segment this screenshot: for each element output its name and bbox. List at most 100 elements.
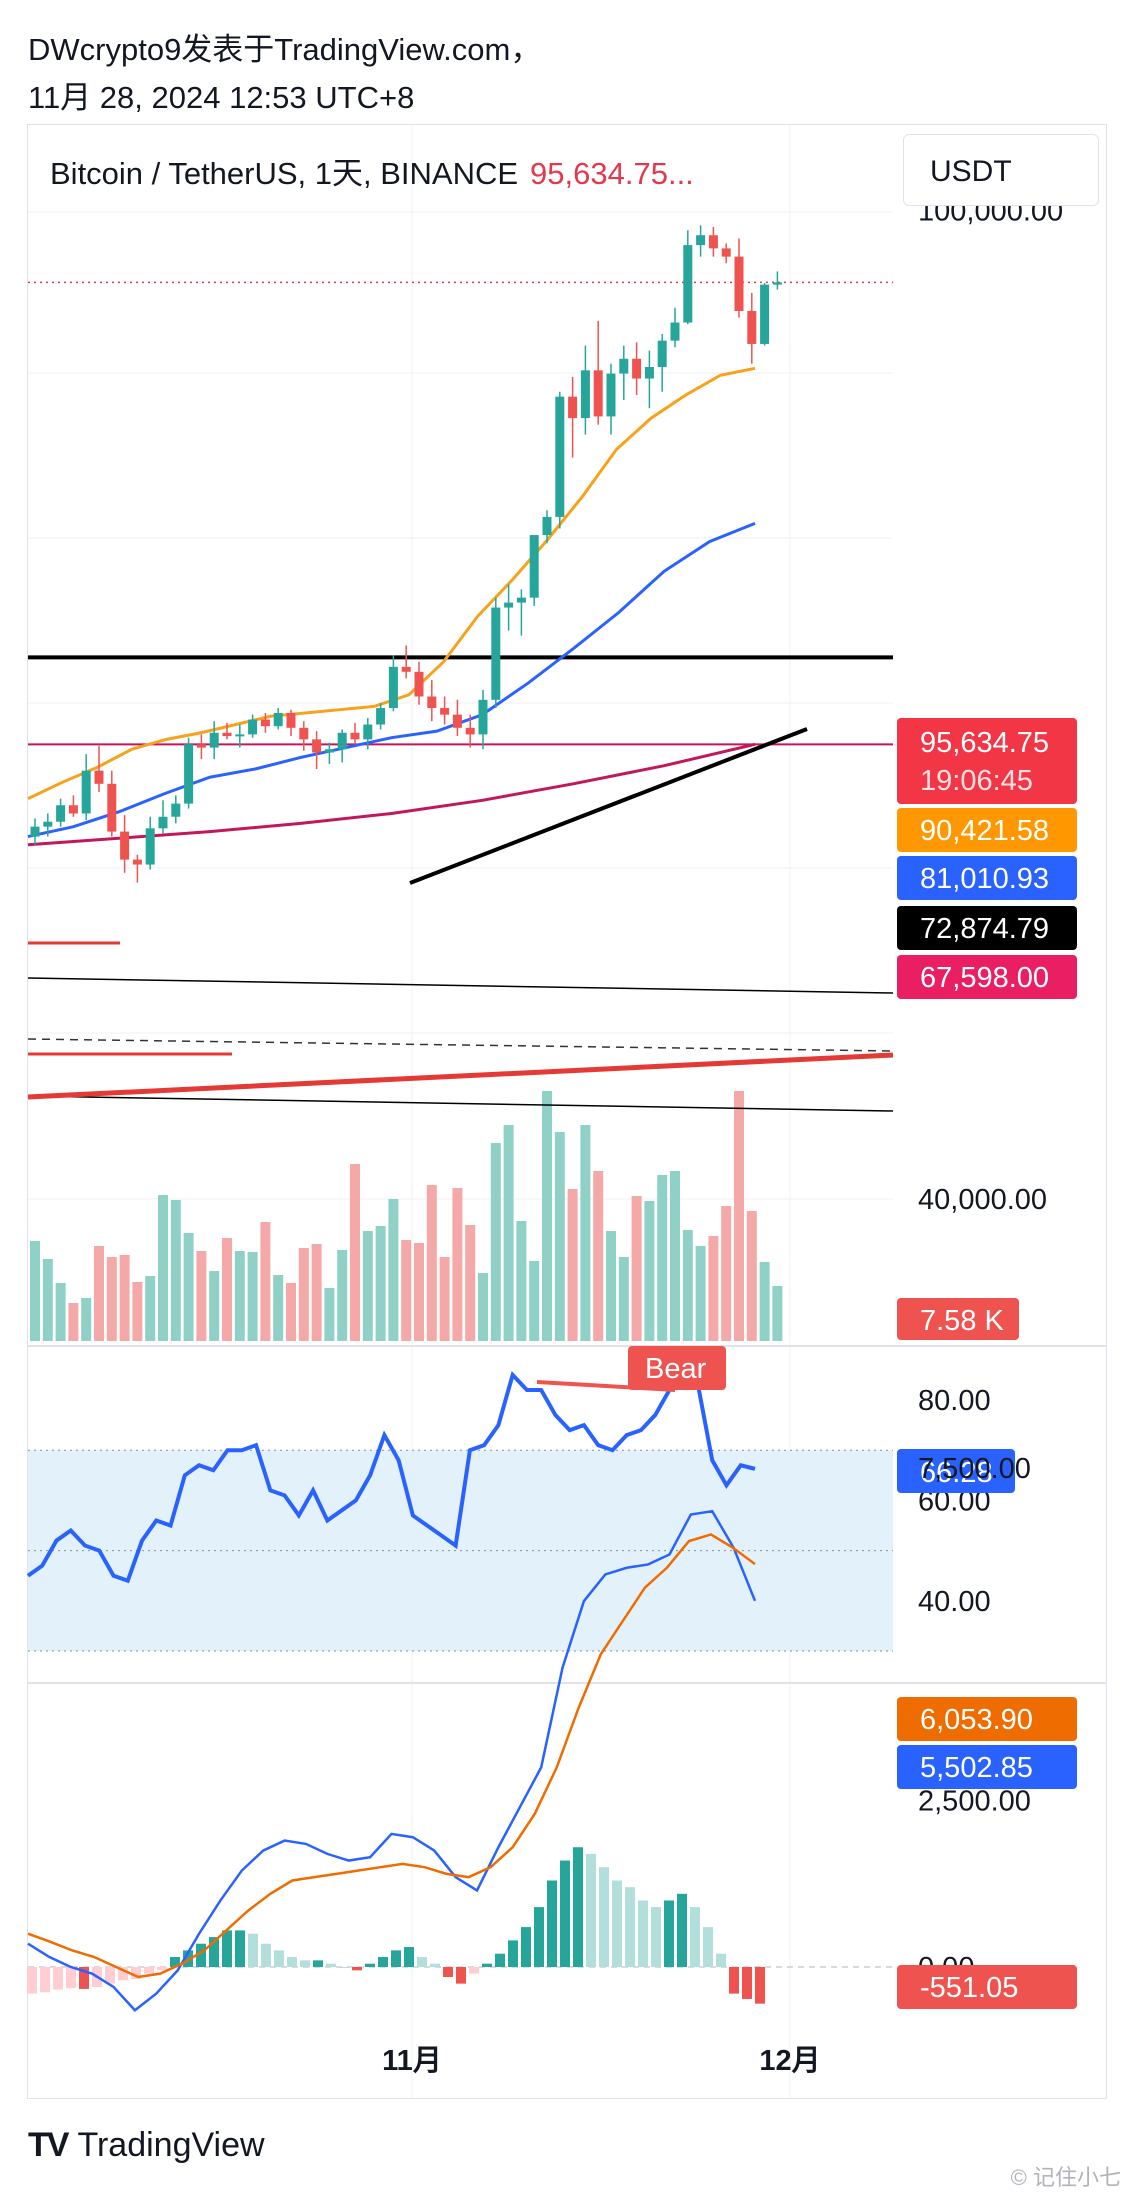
candle-body bbox=[107, 783, 117, 832]
macd-histogram-bar bbox=[144, 1967, 154, 1974]
volume-bar bbox=[132, 1282, 143, 1341]
candle-body bbox=[68, 805, 78, 814]
macd-histogram-bar bbox=[352, 1967, 362, 1971]
candle-body bbox=[555, 396, 565, 517]
candle-body bbox=[632, 358, 642, 379]
moving-average-line bbox=[27, 742, 756, 847]
volume-bar bbox=[94, 1246, 104, 1341]
volume-bar bbox=[350, 1164, 360, 1341]
brand-name: TradingView bbox=[77, 2126, 265, 2164]
macd-histogram-bar bbox=[404, 1947, 414, 1967]
macd-histogram-bar bbox=[573, 1847, 583, 1967]
macd-histogram-bar bbox=[716, 1953, 726, 1967]
macd-histogram-bar bbox=[274, 1950, 284, 1967]
candle-body bbox=[670, 322, 680, 341]
volume-bar bbox=[554, 1132, 565, 1341]
signal-line bbox=[27, 1533, 756, 1979]
candle-body bbox=[260, 719, 270, 727]
trend-line-upper-down bbox=[27, 977, 894, 994]
chart-frame[interactable] bbox=[27, 124, 1107, 2099]
last-price-label: 95,634.75... bbox=[530, 156, 694, 191]
candle-body bbox=[401, 666, 411, 672]
candle-body bbox=[222, 732, 232, 737]
macd-value-tag: 5,502.85 bbox=[920, 1752, 1033, 1784]
macd-histogram-bar bbox=[287, 1957, 297, 1967]
macd-histogram-bar bbox=[27, 1967, 37, 1994]
candle-body bbox=[120, 831, 130, 860]
volume-bar bbox=[170, 1200, 181, 1341]
currency-selector[interactable]: USDT bbox=[903, 134, 1099, 206]
volume-bar bbox=[145, 1276, 156, 1341]
volume-bar bbox=[298, 1248, 309, 1341]
macd-histogram-bar bbox=[690, 1907, 700, 1967]
volume-bar bbox=[426, 1185, 437, 1341]
volume-bar bbox=[746, 1211, 757, 1341]
macd-histogram-bar bbox=[729, 1967, 739, 1994]
candle-body bbox=[580, 370, 590, 419]
signal-value-tag-bg bbox=[897, 1697, 1077, 1741]
candle-body bbox=[337, 732, 347, 750]
candle-body bbox=[248, 719, 258, 735]
tradingview-logo[interactable]: TV TradingView bbox=[28, 2126, 265, 2165]
candle-body bbox=[465, 727, 475, 735]
macd-histogram-bar bbox=[378, 1957, 388, 1967]
watermark: © 记住小七 bbox=[1010, 2165, 1121, 2190]
level-67598-tag: 67,598.00 bbox=[920, 962, 1049, 994]
macd-histogram-bar bbox=[651, 1907, 661, 1967]
volume-bar bbox=[234, 1251, 245, 1341]
candle-body bbox=[273, 712, 283, 727]
rising-red-trendline bbox=[27, 1052, 894, 1100]
volume-bar bbox=[657, 1175, 668, 1341]
dashed-support-line bbox=[27, 1038, 894, 1052]
volume-bar bbox=[260, 1222, 271, 1341]
macd-histogram-bar bbox=[222, 1930, 232, 1967]
candle-body bbox=[196, 744, 206, 748]
candle-body bbox=[708, 235, 718, 249]
volume-bar bbox=[516, 1221, 527, 1341]
macd-histogram-bar bbox=[248, 1933, 258, 1967]
volume-bar bbox=[580, 1125, 591, 1341]
macd-line bbox=[27, 1509, 757, 2012]
macd-histogram-bar bbox=[638, 1900, 648, 1967]
volume-bar bbox=[593, 1171, 604, 1341]
macd-histogram-bar bbox=[196, 1943, 206, 1967]
volume-bar bbox=[247, 1252, 258, 1341]
volume-bar bbox=[106, 1257, 117, 1341]
candle-body bbox=[478, 699, 488, 735]
price-axis-tick: 40,000.00 bbox=[918, 1184, 1047, 1216]
candle-body bbox=[721, 248, 731, 257]
countdown-tag: 19:06:45 bbox=[920, 765, 1033, 797]
volume-bar bbox=[772, 1286, 783, 1341]
candle-body bbox=[516, 597, 526, 603]
last-price-tag: 95,634.75 bbox=[920, 727, 1049, 759]
candle-body bbox=[568, 396, 578, 419]
macd-histogram-bar bbox=[66, 1967, 76, 1989]
macd-histogram-bar bbox=[235, 1930, 245, 1967]
macd-histogram-bar bbox=[339, 1967, 349, 1968]
macd-histogram-bar bbox=[456, 1967, 466, 1984]
macd-histogram-bar bbox=[326, 1963, 336, 1967]
macd-histogram-bar bbox=[495, 1953, 505, 1967]
candle-body bbox=[696, 235, 706, 246]
volume-bar bbox=[567, 1189, 578, 1341]
trend-line-lower-down bbox=[27, 1095, 894, 1112]
volume-bar bbox=[529, 1261, 540, 1341]
macd-histogram-bar bbox=[612, 1880, 622, 1967]
candle-body bbox=[81, 770, 91, 814]
volume-bar bbox=[324, 1288, 335, 1341]
macd-histogram-bar bbox=[53, 1967, 63, 1990]
rsi-axis-tick: 40.00 bbox=[918, 1586, 991, 1618]
rsi-value-tag: 66.28 bbox=[920, 1457, 993, 1489]
rsi-line bbox=[26, 1370, 756, 1584]
macd-histogram-bar bbox=[40, 1967, 50, 1993]
volume-bar bbox=[414, 1243, 424, 1341]
volume-bar bbox=[311, 1244, 322, 1341]
candle-body bbox=[542, 516, 552, 536]
volume-bar bbox=[388, 1199, 399, 1341]
volume-bar bbox=[478, 1273, 488, 1341]
symbol-label[interactable]: Bitcoin / TetherUS, 1天, BINANCE bbox=[50, 156, 519, 191]
volume-tag-bg bbox=[897, 1298, 1019, 1340]
candle-body bbox=[593, 370, 603, 417]
candle-body bbox=[30, 826, 40, 837]
